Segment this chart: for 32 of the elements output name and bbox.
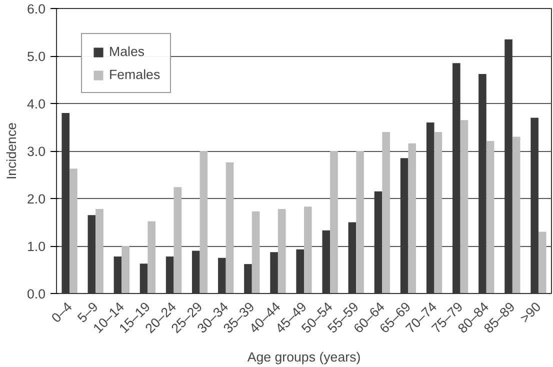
bar xyxy=(512,136,520,294)
bar xyxy=(330,151,338,294)
bar xyxy=(460,120,468,294)
y-tick-label: 2.0 xyxy=(26,192,46,206)
bar xyxy=(434,132,442,294)
x-tick-label: 0–4 xyxy=(48,298,76,326)
legend-label: Males xyxy=(109,44,145,59)
y-tick-label: 0.0 xyxy=(26,286,46,302)
y-tick-label: 6.0 xyxy=(26,2,46,16)
bar xyxy=(538,232,546,294)
bar xyxy=(200,151,208,294)
y-tick-label: 3.0 xyxy=(26,144,46,159)
bar xyxy=(226,162,234,294)
bar xyxy=(70,168,78,294)
y-tick-label: 4.0 xyxy=(26,96,46,112)
x-tick-label: >90 xyxy=(517,299,544,326)
y-tick-label: 1.0 xyxy=(26,239,46,254)
bar xyxy=(122,246,130,294)
bar xyxy=(408,143,416,294)
bar xyxy=(382,132,390,294)
bar xyxy=(96,208,104,294)
bar xyxy=(174,187,182,294)
bar xyxy=(304,206,312,294)
bar xyxy=(148,221,156,294)
y-tick-label: 5.0 xyxy=(26,49,46,64)
bar xyxy=(252,211,260,294)
x-axis-title: Age groups (years) xyxy=(247,349,361,364)
bar xyxy=(278,208,286,294)
legend-label: Females xyxy=(109,67,160,82)
bar xyxy=(356,151,364,294)
y-axis-title: Incidence xyxy=(4,122,19,180)
bar xyxy=(486,141,494,294)
